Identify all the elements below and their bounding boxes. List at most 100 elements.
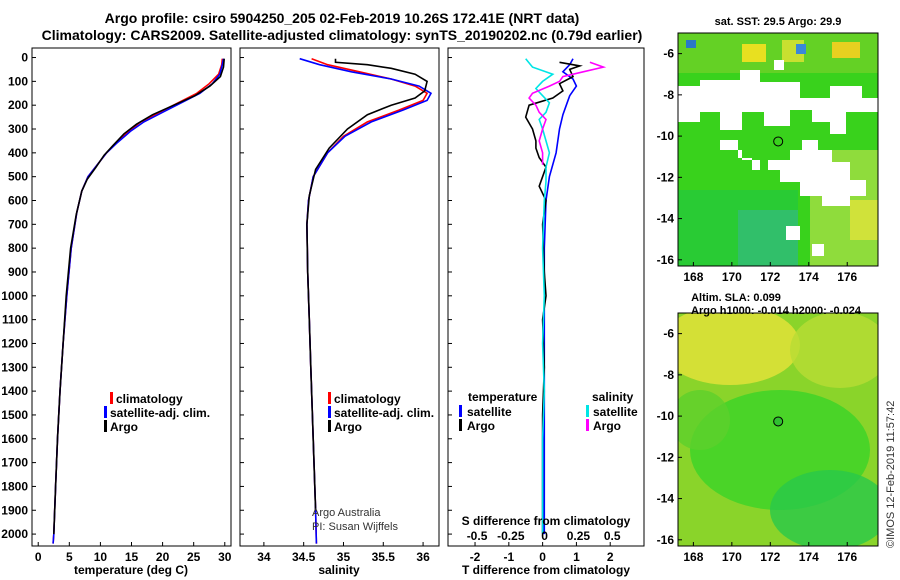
salinity-xlabel: salinity	[318, 563, 360, 577]
depth-tick-label: 2000	[1, 527, 28, 541]
temperature-series-satellite-adj-clim-	[52, 58, 225, 544]
depth-tick-label: 0	[21, 51, 28, 65]
legend-swatch-t-argo	[459, 419, 462, 431]
credit-line2: PI: Susan Wijffels	[312, 521, 398, 533]
depth-tick-label: 900	[8, 265, 28, 279]
difference-xtick2-label: 0.5	[604, 529, 621, 543]
legend-swatch-climatology	[110, 392, 113, 404]
sst-map	[678, 33, 878, 266]
difference-series-t-argo	[524, 61, 583, 535]
sst-cloud-gap	[678, 70, 878, 134]
legend-swatch-argo	[104, 420, 107, 432]
legend-label-s-satellite: satellite	[593, 405, 638, 419]
difference-xtick2-label: 0	[541, 529, 548, 543]
sst-xtick-label: 168	[683, 270, 703, 284]
legend-label-satellite: satellite-adj. clim.	[110, 406, 210, 420]
salinity-xtick-label: 34.5	[292, 550, 316, 564]
difference-xtick2-label: -0.25	[497, 529, 525, 543]
depth-tick-label: 1700	[1, 456, 28, 470]
depth-tick-label: 300	[8, 122, 28, 136]
sla-xtick-label: 168	[683, 550, 703, 564]
difference-xtick-label: 2	[607, 550, 614, 564]
sla-ytick-label: -8	[663, 368, 674, 382]
temperature-xtick-label: 25	[187, 550, 201, 564]
temperature-xlabel: temperature (deg C)	[74, 563, 188, 577]
sst-ytick-label: -10	[657, 129, 675, 143]
depth-tick-label: 100	[8, 74, 28, 88]
legend-label-satellite: satellite-adj. clim.	[334, 406, 434, 420]
sla-map-patch	[790, 313, 878, 388]
temperature-legend: climatology satellite-adj. clim. Argo	[104, 392, 210, 434]
temperature-series-climatology	[52, 58, 224, 544]
difference-legend: temperature satellite Argo salinity sate…	[459, 390, 638, 433]
difference-xlabel2: S difference from climatology	[462, 514, 631, 528]
temperature-series-argo	[53, 58, 225, 535]
legend-swatch-s-argo	[586, 419, 589, 431]
sst-cloud-gap	[720, 140, 866, 206]
depth-tick-label: 1000	[1, 289, 28, 303]
figure-title-line1: Argo profile: csiro 5904250_205 02-Feb-2…	[105, 10, 580, 26]
depth-tick-label: 1300	[1, 360, 28, 374]
sst-map-patch	[686, 40, 696, 48]
salinity-panel-frame	[239, 47, 440, 547]
temperature-xtick-label: 0	[35, 550, 42, 564]
difference-panel-frame	[447, 47, 645, 547]
sla-xtick-label: 176	[837, 550, 857, 564]
temperature-xtick-label: 5	[66, 550, 73, 564]
sst-xtick-label: 176	[837, 270, 857, 284]
difference-xtick-label: 1	[573, 550, 580, 564]
sla-map	[678, 313, 878, 546]
figure-title-line2: Climatology: CARS2009. Satellite-adjuste…	[42, 27, 643, 43]
sst-ytick-label: -8	[663, 88, 674, 102]
sst-cloud-gap	[786, 226, 800, 240]
sst-ytick-label: -16	[657, 253, 675, 267]
salinity-legend: climatology satellite-adj. clim. Argo	[328, 392, 434, 434]
sst-ytick-label: -14	[657, 212, 675, 226]
sst-xtick-label: 170	[722, 270, 742, 284]
sst-ytick-label: -6	[663, 47, 674, 61]
salinity-series-climatology	[306, 57, 429, 544]
sla-xtick-label: 170	[722, 550, 742, 564]
sst-cloud-gap	[812, 244, 824, 256]
legend-label-argo: Argo	[334, 420, 362, 434]
depth-tick-label: 1800	[1, 479, 28, 493]
legend-label-t-argo: Argo	[467, 419, 495, 433]
legend-label-s-argo: Argo	[593, 419, 621, 433]
sla-ytick-label: -6	[663, 327, 674, 341]
difference-xlabel: T difference from climatology	[462, 563, 630, 577]
imos-stamp: ©IMOS 12-Feb-2019 11:57:42	[885, 401, 897, 548]
depth-tick-label: 1500	[1, 408, 28, 422]
legend-title-temperature: temperature	[468, 390, 538, 404]
sst-map-patch	[832, 42, 860, 58]
sla-argo-location-marker	[773, 416, 784, 427]
depth-tick-label: 500	[8, 170, 28, 184]
difference-series-t-satellite	[543, 58, 578, 535]
credit-line1: Argo Australia	[312, 507, 381, 519]
difference-xtick-label: -1	[503, 550, 514, 564]
difference-xtick-label: 0	[539, 550, 546, 564]
sla-xtick-label: 172	[760, 550, 780, 564]
depth-tick-label: 1900	[1, 503, 28, 517]
difference-xtick2-label: 0.25	[567, 529, 591, 543]
sst-map-title: sat. SST: 29.5 Argo: 29.9	[715, 16, 842, 28]
sla-ytick-label: -12	[657, 450, 675, 464]
salinity-series-argo	[306, 58, 429, 511]
salinity-series-satellite-adj-clim-	[299, 57, 433, 544]
salinity-xtick-label: 34	[257, 550, 271, 564]
sla-map-frame	[677, 312, 879, 547]
temperature-xtick-label: 30	[218, 550, 232, 564]
sst-cloud-gap	[774, 60, 784, 70]
depth-tick-label: 1400	[1, 384, 28, 398]
sla-map-patch	[678, 390, 730, 450]
sla-map-patch	[770, 470, 878, 546]
depth-tick-label: 800	[8, 241, 28, 255]
temperature-panel-frame	[31, 47, 232, 547]
depth-tick-label: 200	[8, 98, 28, 112]
legend-label-argo: Argo	[110, 420, 138, 434]
sst-map-patch	[742, 44, 766, 62]
sla-map-subtitle: Argo h1000: -0.014 h2000: -0.024	[691, 305, 862, 317]
depth-tick-label: 400	[8, 146, 28, 160]
legend-swatch-argo	[328, 420, 331, 432]
depth-tick-label: 1100	[2, 313, 28, 327]
difference-xtick2-label: -0.5	[467, 529, 488, 543]
